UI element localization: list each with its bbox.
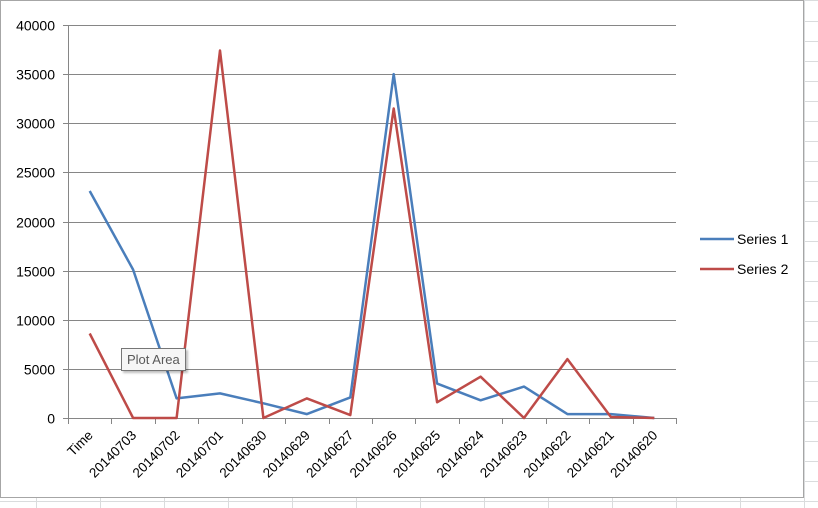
y-tick-label: 15000 [16, 264, 55, 280]
y-tick-label: 35000 [16, 67, 55, 83]
legend-label: Series 2 [737, 261, 789, 277]
horizontal-gridlines [68, 25, 676, 370]
y-axis-tick-labels: 0 5000 10000 15000 20000 25000 30000 35000 40000 [16, 18, 55, 427]
chart-area[interactable]: 0 5000 10000 15000 20000 25000 30000 35000 40000… [0, 0, 804, 498]
y-tick-label: 20000 [16, 215, 55, 231]
plot-area-tooltip: Plot Area [121, 348, 186, 371]
legend-item-series-2[interactable]: Series 2 [700, 261, 789, 277]
y-tick-label: 0 [47, 411, 55, 427]
series-1-line[interactable] [88, 72, 655, 420]
legend-item-series-1[interactable]: Series 1 [700, 231, 789, 247]
x-tick-label: Time [64, 428, 95, 459]
x-tick-label: 20140620 [607, 428, 660, 481]
y-tick-label: 40000 [16, 18, 55, 34]
line-chart[interactable]: 0 5000 10000 15000 20000 25000 30000 35000 40000… [1, 1, 805, 499]
x-axis-tick-labels: Time201407032014070220140701201406302014… [64, 427, 660, 480]
y-tick-label: 5000 [24, 362, 55, 378]
y-tick-label: 30000 [16, 116, 55, 132]
legend-label: Series 1 [737, 231, 789, 247]
y-tick-label: 25000 [16, 165, 55, 181]
legend[interactable]: Series 1 Series 2 [700, 231, 789, 277]
y-tick-label: 10000 [16, 313, 55, 329]
